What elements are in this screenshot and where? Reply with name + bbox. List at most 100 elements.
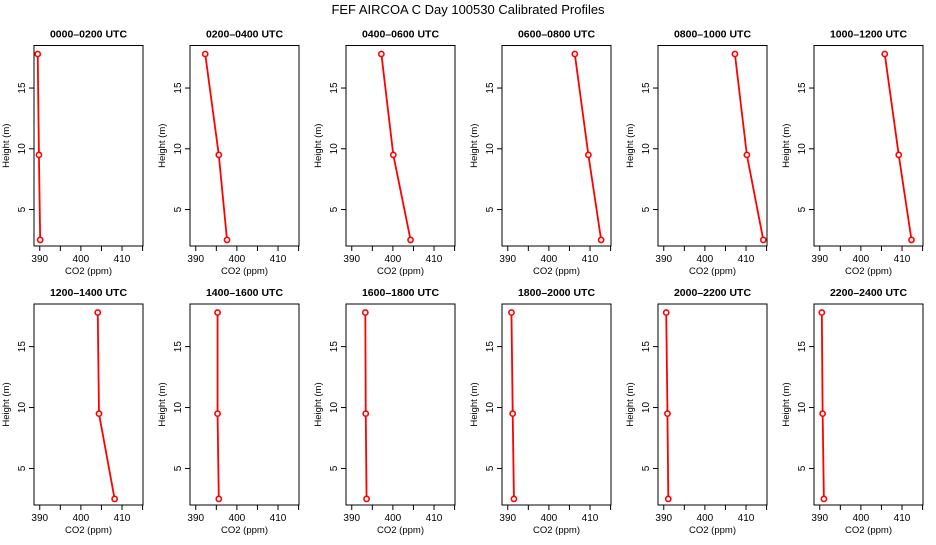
profile-line	[36, 53, 42, 240]
data-point	[215, 495, 223, 503]
panel: 0600–0800 UTC 390 400 410 5 10 15 CO2 (ppm) Heig…	[469, 29, 612, 277]
y-axis-label: Height (m)	[469, 124, 480, 168]
x-axis-label: CO2 (ppm)	[845, 266, 892, 277]
data-point	[510, 495, 518, 503]
y-tick-label: 15	[641, 341, 652, 353]
data-point	[819, 410, 827, 418]
data-point	[664, 410, 671, 418]
y-tick-label: 5	[797, 465, 808, 471]
x-axis-label: CO2 (ppm)	[221, 525, 268, 536]
x-tick-label: 400	[541, 513, 558, 524]
y-tick-label: 10	[329, 143, 340, 155]
panel: 2200–2400 UTC 390 400 410 5 10 15 CO2 (ppm) Heig…	[781, 287, 924, 536]
plot-frame	[33, 303, 144, 506]
panel: 2000–2200 UTC 390 400 410 5 10 15 CO2 (ppm) Heig…	[625, 287, 768, 536]
data-point	[36, 236, 44, 244]
x-tick-label: 410	[270, 513, 287, 524]
data-point	[214, 410, 221, 418]
x-tick-label: 410	[114, 513, 131, 524]
panel: 1400–1600 UTC 390 400 410 5 10 15 CO2 (ppm) Heig…	[157, 287, 300, 536]
profile-line	[204, 53, 228, 241]
data-point	[881, 50, 889, 58]
plot-frame	[501, 45, 612, 247]
y-tick-label: 10	[17, 143, 28, 155]
x-tick-label: 410	[894, 513, 911, 524]
y-axis-label: Height (m)	[1, 382, 12, 426]
y-axis-label: Height (m)	[313, 382, 324, 426]
y-tick-label: 5	[329, 206, 340, 212]
x-tick-label: 400	[229, 254, 246, 265]
plot-frame	[345, 303, 456, 506]
data-point	[895, 151, 903, 159]
panel-title: 0200–0400 UTC	[206, 29, 283, 41]
y-tick-label: 15	[485, 341, 496, 353]
panel-title: 1800–2000 UTC	[518, 287, 595, 299]
profile-line	[573, 53, 603, 241]
x-tick-label: 400	[853, 513, 870, 524]
profile-line	[216, 312, 220, 499]
y-tick-label: 10	[797, 402, 808, 414]
data-point	[362, 410, 370, 418]
plot-frame	[189, 45, 300, 247]
x-tick-label: 390	[811, 254, 828, 265]
x-tick-label: 410	[426, 513, 443, 524]
plot-frame	[813, 303, 924, 506]
x-tick-label: 390	[343, 513, 360, 524]
data-point	[731, 50, 739, 58]
data-point	[34, 50, 42, 58]
profile-line	[364, 312, 368, 499]
y-tick-label: 10	[485, 402, 496, 414]
panel: 1600–1800 UTC 390 400 410 5 10 15 CO2 (ppm) Heig…	[313, 287, 456, 536]
plot-frame	[657, 45, 768, 247]
y-tick-label: 10	[173, 402, 184, 414]
data-point	[377, 50, 385, 58]
data-point	[508, 309, 515, 316]
x-axis-label: CO2 (ppm)	[689, 266, 736, 277]
data-point	[664, 495, 672, 503]
panel: 1200–1400 UTC 390 400 410 5 10 15 CO2 (ppm) Heig…	[1, 287, 144, 536]
y-axis-label: Height (m)	[313, 124, 324, 168]
x-tick-label: 390	[31, 513, 48, 524]
y-tick-label: 15	[797, 82, 808, 94]
x-tick-label: 390	[811, 513, 828, 524]
y-tick-label: 10	[641, 143, 652, 155]
data-point	[820, 495, 828, 503]
panels: 0000–0200 UTC 390 400 410 5 10 15 CO2 (ppm) Heig…	[1, 29, 924, 536]
profile-line	[883, 53, 913, 241]
panel-title: 1400–1600 UTC	[206, 287, 283, 299]
x-tick-label: 410	[738, 513, 755, 524]
x-axis-label: CO2 (ppm)	[65, 266, 112, 277]
y-tick-label: 15	[17, 82, 28, 94]
x-tick-label: 400	[541, 254, 558, 265]
x-axis-label: CO2 (ppm)	[689, 525, 736, 536]
x-axis-label: CO2 (ppm)	[533, 525, 580, 536]
data-point	[215, 151, 223, 159]
x-tick-label: 390	[187, 513, 204, 524]
data-point	[361, 309, 369, 316]
x-tick-label: 400	[73, 254, 90, 265]
data-point	[201, 50, 209, 58]
y-tick-label: 10	[17, 402, 28, 414]
x-tick-label: 400	[853, 254, 870, 265]
x-tick-label: 410	[114, 254, 131, 265]
y-tick-label: 15	[329, 82, 340, 94]
y-tick-label: 15	[641, 82, 652, 94]
panel-title: 0800–1000 UTC	[674, 29, 751, 41]
data-point	[363, 495, 370, 503]
x-tick-label: 400	[73, 513, 90, 524]
x-axis-label: CO2 (ppm)	[377, 266, 424, 277]
data-point	[223, 236, 231, 244]
x-tick-label: 410	[270, 254, 287, 265]
plot-frame	[33, 45, 144, 247]
data-point	[94, 309, 102, 316]
x-axis-label: CO2 (ppm)	[845, 525, 892, 536]
x-tick-label: 410	[894, 254, 911, 265]
panel: 0200–0400 UTC 390 400 410 5 10 15 CO2 (ppm) Heig…	[157, 29, 300, 277]
y-tick-label: 10	[173, 143, 184, 155]
x-tick-label: 410	[582, 513, 599, 524]
plot-frame	[501, 303, 612, 506]
y-tick-label: 5	[797, 206, 808, 212]
y-tick-label: 5	[173, 465, 184, 471]
y-tick-label: 5	[485, 465, 496, 471]
panel-title: 0600–0800 UTC	[518, 29, 595, 41]
